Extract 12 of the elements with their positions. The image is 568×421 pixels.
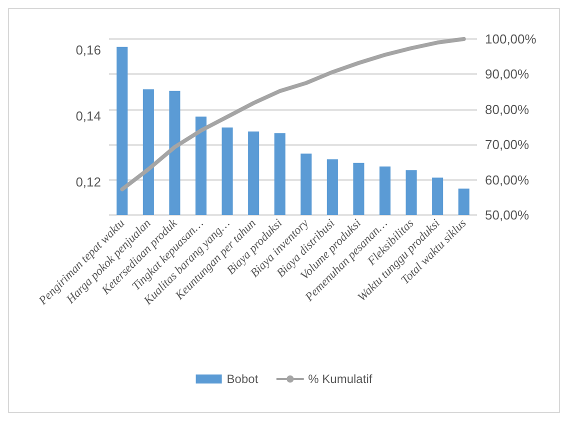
y2-tick-label: 100,00% [485, 32, 537, 46]
y-tick-label: 0,14 [76, 108, 101, 124]
y2-tick-label: 50,00% [485, 208, 530, 222]
y-tick-label: 0,16 [76, 42, 101, 58]
line-series [120, 37, 466, 192]
y2-tick-label: 60,00% [485, 172, 530, 188]
legend-label: % Kumulatif [308, 372, 373, 386]
y2-tick-label: 90,00% [485, 66, 530, 82]
legend-label: Bobot [226, 372, 259, 386]
y2-tick-label: 70,00% [485, 137, 530, 152]
y-tick-label: 0,12 [76, 174, 101, 190]
y2-tick-label: 80,00% [485, 102, 530, 117]
